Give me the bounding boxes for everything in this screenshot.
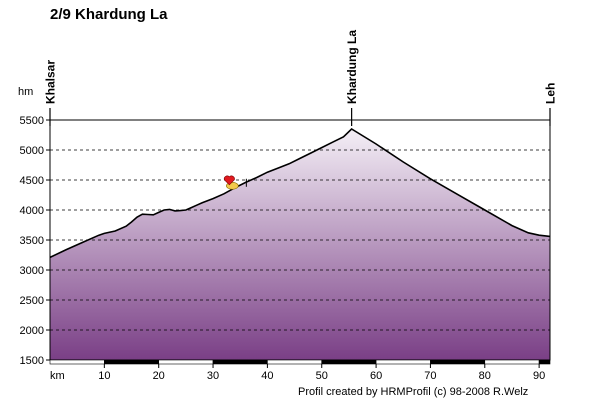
x-tick-label: 90 [533, 370, 545, 382]
x-tick-label: 50 [316, 370, 328, 382]
y-tick-label: 5500 [20, 115, 44, 127]
x-axis-unit: km [50, 370, 65, 382]
km-scale-segment [49, 359, 105, 365]
y-tick-label: 4500 [20, 175, 44, 187]
y-tick-label: 3500 [20, 235, 44, 247]
place-label: Khardung La [345, 30, 359, 104]
place-label: Khalsar [44, 60, 58, 104]
chart-title: 2/9 Khardung La [50, 6, 168, 23]
km-scale-segment [321, 359, 377, 365]
x-tick-label: 70 [424, 370, 436, 382]
km-scale-segment [430, 359, 486, 365]
profile-area [50, 129, 550, 360]
y-tick-label: 1500 [20, 355, 44, 367]
profile-line [49, 127, 551, 259]
heart-marker-icon [223, 175, 235, 186]
y-tick-label: 2000 [20, 325, 44, 337]
x-tick-label: 80 [479, 370, 491, 382]
x-tick-label: 10 [98, 370, 110, 382]
km-scale-segment [375, 359, 431, 365]
x-tick-label: 40 [261, 370, 273, 382]
x-tick-label: 30 [207, 370, 219, 382]
place-label: Leh [544, 83, 558, 104]
km-scale-segment [484, 359, 540, 365]
x-tick-label: 20 [153, 370, 165, 382]
km-scale-segment [212, 359, 268, 365]
km-scale-segment [158, 359, 214, 365]
y-axis-unit: hm [18, 86, 33, 98]
credit-line: Profil created by HRMProfil (c) 98-2008 … [298, 386, 529, 398]
km-scale-segment [538, 359, 551, 365]
y-tick-label: 4000 [20, 205, 44, 217]
y-tick-label: 5000 [20, 145, 44, 157]
x-tick-label: 60 [370, 370, 382, 382]
y-tick-label: 3000 [20, 265, 44, 277]
km-scale-segment [104, 359, 159, 365]
km-scale-segment [267, 359, 323, 365]
y-tick-label: 2500 [20, 295, 44, 307]
